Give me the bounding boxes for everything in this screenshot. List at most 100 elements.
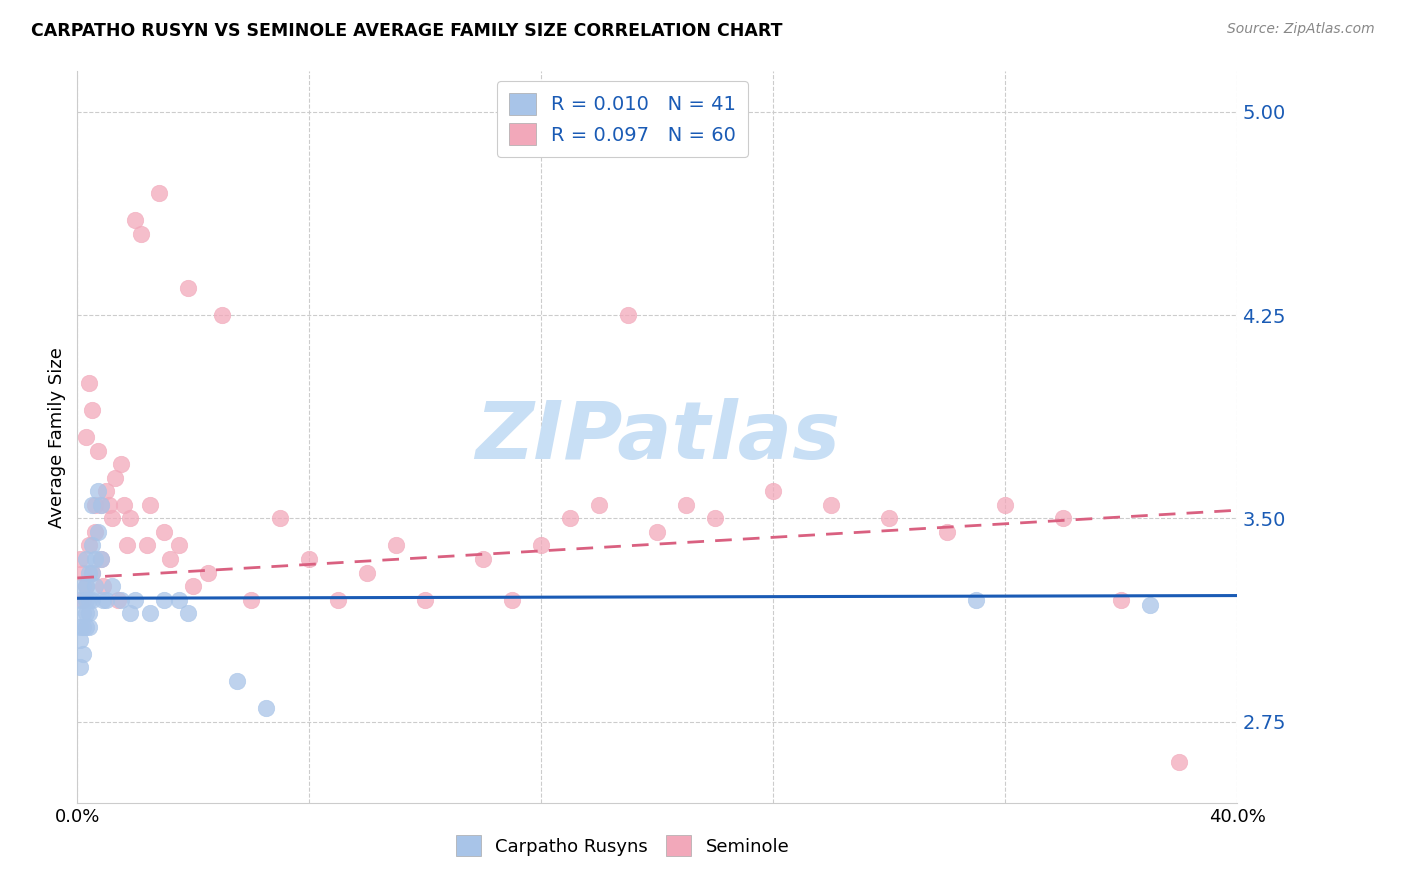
Point <box>936 524 959 539</box>
Point <box>110 457 132 471</box>
Text: ZIPatlas: ZIPatlas <box>475 398 839 476</box>
Point <box>110 592 132 607</box>
Point <box>77 376 100 390</box>
Point <box>83 552 105 566</box>
Point <box>472 552 495 566</box>
Point <box>1168 755 1191 769</box>
Point <box>1111 592 1133 607</box>
Point <box>90 498 111 512</box>
Point <box>96 484 118 499</box>
Point <box>77 606 100 620</box>
Point <box>139 606 162 620</box>
Point <box>118 511 141 525</box>
Point <box>80 566 103 580</box>
Point <box>159 552 181 566</box>
Point <box>77 566 100 580</box>
Point <box>965 592 987 607</box>
Point <box>211 308 233 322</box>
Point <box>153 592 176 607</box>
Point <box>96 592 118 607</box>
Point <box>72 647 94 661</box>
Point <box>90 552 111 566</box>
Point <box>877 511 901 525</box>
Point <box>69 592 91 607</box>
Point <box>820 498 842 512</box>
Point <box>72 566 94 580</box>
Legend: Carpatho Rusyns, Seminole: Carpatho Rusyns, Seminole <box>444 824 800 867</box>
Point <box>69 620 91 634</box>
Point <box>80 403 103 417</box>
Point <box>83 524 105 539</box>
Point <box>176 281 198 295</box>
Point <box>72 606 94 620</box>
Point <box>675 498 697 512</box>
Point <box>93 592 115 607</box>
Point <box>254 701 277 715</box>
Point <box>560 511 582 525</box>
Point <box>80 498 103 512</box>
Point <box>994 498 1017 512</box>
Point <box>356 566 378 580</box>
Point <box>617 308 640 322</box>
Point <box>86 524 108 539</box>
Point <box>167 538 190 552</box>
Point <box>197 566 219 580</box>
Point <box>75 620 97 634</box>
Point <box>588 498 610 512</box>
Point <box>101 579 124 593</box>
Point <box>75 592 97 607</box>
Point <box>75 579 97 593</box>
Point <box>501 592 523 607</box>
Point <box>118 606 141 620</box>
Point <box>153 524 176 539</box>
Point <box>704 511 727 525</box>
Point <box>124 592 146 607</box>
Point <box>93 579 115 593</box>
Point <box>225 673 247 688</box>
Point <box>129 227 152 241</box>
Point <box>1139 598 1161 612</box>
Point <box>77 620 100 634</box>
Point <box>90 552 111 566</box>
Point <box>86 443 108 458</box>
Point <box>647 524 669 539</box>
Point <box>167 592 190 607</box>
Point <box>148 186 170 201</box>
Point <box>124 213 146 227</box>
Point <box>139 498 162 512</box>
Point <box>80 566 103 580</box>
Point <box>69 552 91 566</box>
Point <box>107 592 129 607</box>
Point <box>269 511 291 525</box>
Point <box>101 511 124 525</box>
Y-axis label: Average Family Size: Average Family Size <box>48 347 66 527</box>
Point <box>86 484 108 499</box>
Point <box>75 579 97 593</box>
Point <box>104 471 127 485</box>
Point <box>90 498 111 512</box>
Point <box>183 579 205 593</box>
Point <box>75 606 97 620</box>
Point <box>530 538 553 552</box>
Point <box>240 592 263 607</box>
Point <box>328 592 350 607</box>
Point <box>298 552 321 566</box>
Point <box>136 538 159 552</box>
Point <box>83 579 105 593</box>
Point <box>112 498 135 512</box>
Point <box>176 606 198 620</box>
Point <box>69 660 91 674</box>
Text: CARPATHO RUSYN VS SEMINOLE AVERAGE FAMILY SIZE CORRELATION CHART: CARPATHO RUSYN VS SEMINOLE AVERAGE FAMIL… <box>31 22 782 40</box>
Point <box>385 538 408 552</box>
Point <box>75 430 97 444</box>
Point <box>80 592 103 607</box>
Point <box>77 538 100 552</box>
Point <box>1052 511 1074 525</box>
Point <box>75 552 97 566</box>
Point <box>69 633 91 648</box>
Text: Source: ZipAtlas.com: Source: ZipAtlas.com <box>1227 22 1375 37</box>
Point <box>72 579 94 593</box>
Point <box>762 484 785 499</box>
Point <box>98 498 121 512</box>
Point <box>72 592 94 607</box>
